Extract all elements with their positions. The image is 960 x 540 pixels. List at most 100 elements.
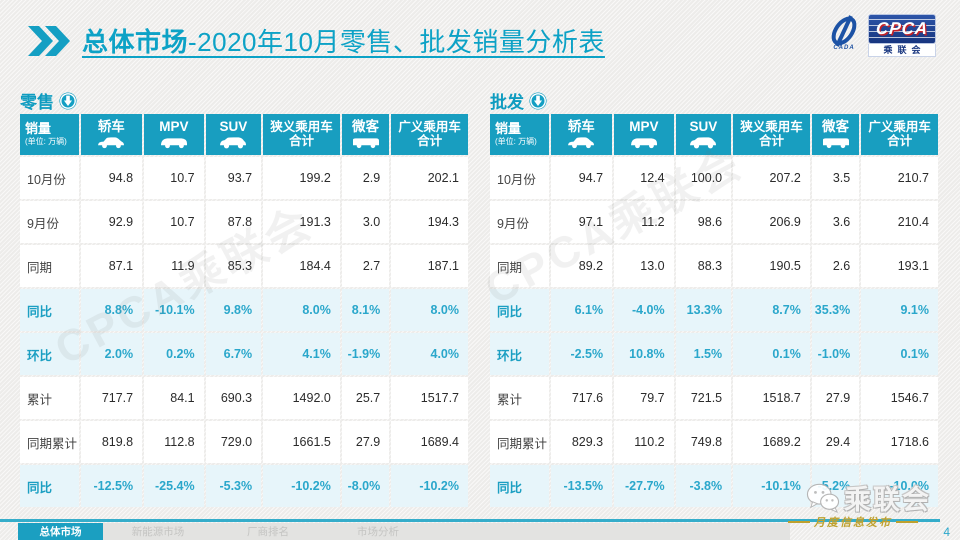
table-row: 同比 -13.5% -27.7% -3.8% -10.1% -5.2% -10.0% (490, 465, 938, 507)
table-cell: 1.5% (675, 333, 732, 375)
table-cell: 690.3 (205, 377, 262, 419)
tab-oem-ranking[interactable]: 厂商排名 (247, 526, 289, 538)
table-row: 9月份 97.1 11.2 98.6 206.9 3.6 210.4 (490, 201, 938, 243)
table-cell: 94.7 (550, 157, 613, 199)
table-cell: 721.5 (675, 377, 732, 419)
table-cell: 8.8% (80, 289, 143, 331)
table-cell: 9.8% (205, 289, 262, 331)
table-cell: 8.1% (341, 289, 390, 331)
table-cell: 0.2% (144, 333, 204, 375)
table-cell: 25.7 (341, 377, 390, 419)
page-number: 4 (943, 525, 950, 539)
col-microvan: 微客 (811, 114, 860, 155)
publish-dash-right (896, 521, 918, 523)
table-cell: 207.2 (733, 157, 810, 199)
row-label: 环比 (20, 333, 79, 375)
tab-market-analysis[interactable]: 市场分析 (357, 526, 399, 538)
cpca-logo: CADA CPCA 乘联会 (824, 13, 936, 57)
col-mpv: MPV (614, 114, 674, 155)
wechat-icon (806, 483, 840, 513)
sedan-icon (568, 136, 595, 148)
table-cell: 193.1 (861, 245, 938, 287)
table-cell: 1661.5 (263, 421, 340, 463)
table-cell: 8.0% (391, 289, 468, 331)
tab-overall-market[interactable]: 总体市场 (18, 523, 103, 540)
col-sales: 销量 (单位: 万辆) (490, 114, 549, 155)
table-row: 累计 717.7 84.1 690.3 1492.0 25.7 1517.7 (20, 377, 468, 419)
table-cell: -1.9% (341, 333, 390, 375)
table-cell: 829.3 (550, 421, 613, 463)
table-cell: 202.1 (391, 157, 468, 199)
table-cell: -5.3% (205, 465, 262, 507)
cpca-logo-text: CPCA (874, 18, 930, 38)
table-cell: 187.1 (391, 245, 468, 287)
retail-header-row: 销量 (单位: 万辆) 轿车 MPV SUV (20, 114, 468, 155)
table-row: 10月份 94.7 12.4 100.0 207.2 3.5 210.7 (490, 157, 938, 199)
table-cell: -10.0% (861, 465, 938, 507)
table-cell: -10.1% (144, 289, 204, 331)
table-cell: 1492.0 (263, 377, 340, 419)
table-cell: 94.8 (80, 157, 143, 199)
table-cell: 79.7 (614, 377, 674, 419)
table-cell: 10.8% (614, 333, 674, 375)
table-cell: -10.2% (391, 465, 468, 507)
row-label: 10月份 (490, 157, 549, 199)
table-cell: -25.4% (144, 465, 204, 507)
table-cell: 93.7 (205, 157, 262, 199)
table-cell: 0.1% (733, 333, 810, 375)
table-cell: 11.9 (144, 245, 204, 287)
page-title-rest: -2020年10月零售、批发销量分析表 (188, 27, 605, 57)
row-label: 9月份 (20, 201, 79, 243)
col-sales: 销量 (单位: 万辆) (20, 114, 79, 155)
table-cell: 729.0 (205, 421, 262, 463)
table-cell: 13.3% (675, 289, 732, 331)
table-cell: 85.3 (205, 245, 262, 287)
mpv-icon (160, 137, 187, 148)
table-cell: 2.6 (811, 245, 860, 287)
page-title: 总体市场-2020年10月零售、批发销量分析表 (82, 22, 605, 59)
retail-label-text: 零售 (20, 93, 54, 112)
publish-label-wrap: 月度信息发布 (788, 514, 918, 530)
row-label: 同期 (20, 245, 79, 287)
wechat-watermark-text: 乘联会 (844, 485, 931, 515)
table-row: 同期 87.1 11.9 85.3 184.4 2.7 187.1 (20, 245, 468, 287)
suv-icon (690, 136, 717, 148)
table-cell: 27.9 (811, 377, 860, 419)
page-title-bold: 总体市场 (82, 27, 189, 57)
row-label: 同比 (490, 465, 549, 507)
table-cell: 84.1 (144, 377, 204, 419)
suv-icon (220, 136, 247, 148)
table-cell: -10.1% (733, 465, 810, 507)
table-cell: 3.6 (811, 201, 860, 243)
table-row: 同期累计 819.8 112.8 729.0 1661.5 27.9 1689.4 (20, 421, 468, 463)
table-cell: 97.1 (550, 201, 613, 243)
col-microvan: 微客 (341, 114, 390, 155)
table-cell: 3.0 (341, 201, 390, 243)
table-cell: 4.0% (391, 333, 468, 375)
tab-nev-market[interactable]: 新能源市场 (131, 526, 185, 538)
table-cell: -27.7% (614, 465, 674, 507)
cpca-logo-top: CPCA (868, 13, 936, 44)
table-cell: 29.4 (811, 421, 860, 463)
table-cell: 88.3 (675, 245, 732, 287)
col-sedan: 轿车 (80, 114, 143, 155)
row-label: 9月份 (490, 201, 549, 243)
table-row: 同比 8.8% -10.1% 9.8% 8.0% 8.1% 8.0% (20, 289, 468, 331)
table-cell: 0.1% (861, 333, 938, 375)
row-label: 同期 (490, 245, 549, 287)
table-cell: 1518.7 (733, 377, 810, 419)
footer-divider (0, 519, 940, 522)
table-cell: 210.4 (861, 201, 938, 243)
table-cell: 1689.4 (391, 421, 468, 463)
table-cell: 8.7% (733, 289, 810, 331)
table-row: 同比 -12.5% -25.4% -5.3% -10.2% -8.0% -10.2% (20, 465, 468, 507)
table-cell: 2.7 (341, 245, 390, 287)
row-label: 同比 (490, 289, 549, 331)
table-cell: 2.0% (80, 333, 143, 375)
down-arrow-circle-icon (59, 91, 77, 110)
table-cell: 98.6 (675, 201, 732, 243)
table-cell: -1.0% (811, 333, 860, 375)
table-cell: -3.8% (675, 465, 732, 507)
publish-label: 月度信息发布 (814, 517, 892, 529)
